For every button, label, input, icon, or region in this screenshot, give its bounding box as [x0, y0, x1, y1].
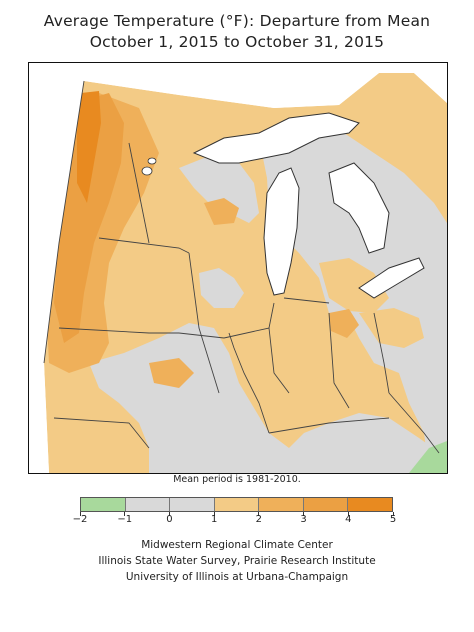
- legend-color-bar: [80, 497, 393, 512]
- legend-tick-label-3: 1: [210, 514, 218, 525]
- legend-tick-label-0: −2: [72, 514, 88, 525]
- zone-2-to-3-indiana: [329, 309, 359, 338]
- legend-labels: −2 −1 0 1 2 3 4 5: [73, 514, 397, 528]
- outside-area: [29, 63, 447, 473]
- lake-huron: [328, 162, 390, 254]
- legend-tick-1: [124, 512, 126, 516]
- zone-1-to-2-indiana: [269, 325, 339, 383]
- lake-superior: [192, 112, 360, 164]
- credit-line-1: Midwestern Regional Climate Center: [141, 539, 333, 551]
- island-dot: [147, 157, 157, 165]
- credit-line-2: Illinois State Water Survey, Prairie Res…: [98, 555, 376, 567]
- map-title-line-2: October 1, 2015 to October 31, 2015: [89, 33, 385, 51]
- mean-period-note: Mean period is 1981-2010.: [173, 474, 301, 485]
- lake-michigan: [263, 167, 300, 296]
- zone-2-to-3-wisconsin: [204, 198, 239, 225]
- zone-4-to-5: [77, 91, 101, 203]
- legend-tick-4: [258, 512, 260, 516]
- legend-tick-label-2: 0: [166, 514, 173, 525]
- map-frame: [28, 62, 448, 474]
- temperature-departure-map: [29, 63, 447, 473]
- legend-tick-7: [392, 512, 394, 516]
- legend-ticks: [79, 512, 394, 518]
- legend-tick-0: [79, 512, 81, 516]
- legend-tick-label-7: 5: [389, 514, 397, 525]
- lake-erie: [358, 257, 425, 299]
- legend-bin-1: [125, 498, 171, 511]
- map-title-line-1: Average Temperature (°F): Departure from…: [43, 12, 431, 30]
- credit-line-3: University of Illinois at Urbana-Champai…: [125, 571, 349, 583]
- legend-tick-6: [347, 512, 349, 516]
- legend-tick-3: [213, 512, 215, 516]
- legend-bin-4: [259, 498, 304, 511]
- state-borders: [43, 80, 440, 454]
- legend-tick-5: [303, 512, 305, 516]
- legend-tick-2: [168, 512, 170, 516]
- legend-bin-6: [348, 498, 393, 511]
- legend-bin-2: [170, 498, 215, 511]
- legend-tick-label-6: 4: [345, 514, 352, 525]
- legend-bin-5: [303, 498, 349, 511]
- shaded-land-layer: [44, 73, 447, 473]
- lake-of-woods-dot: [141, 166, 153, 176]
- zone-2-to-3-missouri: [149, 358, 194, 388]
- zone-1-to-2-michigan-south: [319, 258, 389, 313]
- legend-bin-0: [81, 498, 126, 511]
- legend-bin-3: [214, 498, 260, 511]
- zone-minus2-to-minus1: [409, 441, 447, 473]
- legend-tick-label-4: 2: [255, 514, 263, 525]
- zone-0-to-1-illinois: [199, 268, 244, 308]
- zone-0-to-1-wisconsin: [179, 158, 259, 223]
- legend-tick-label-1: −1: [117, 514, 133, 525]
- legend-tick-label-5: 3: [300, 514, 307, 525]
